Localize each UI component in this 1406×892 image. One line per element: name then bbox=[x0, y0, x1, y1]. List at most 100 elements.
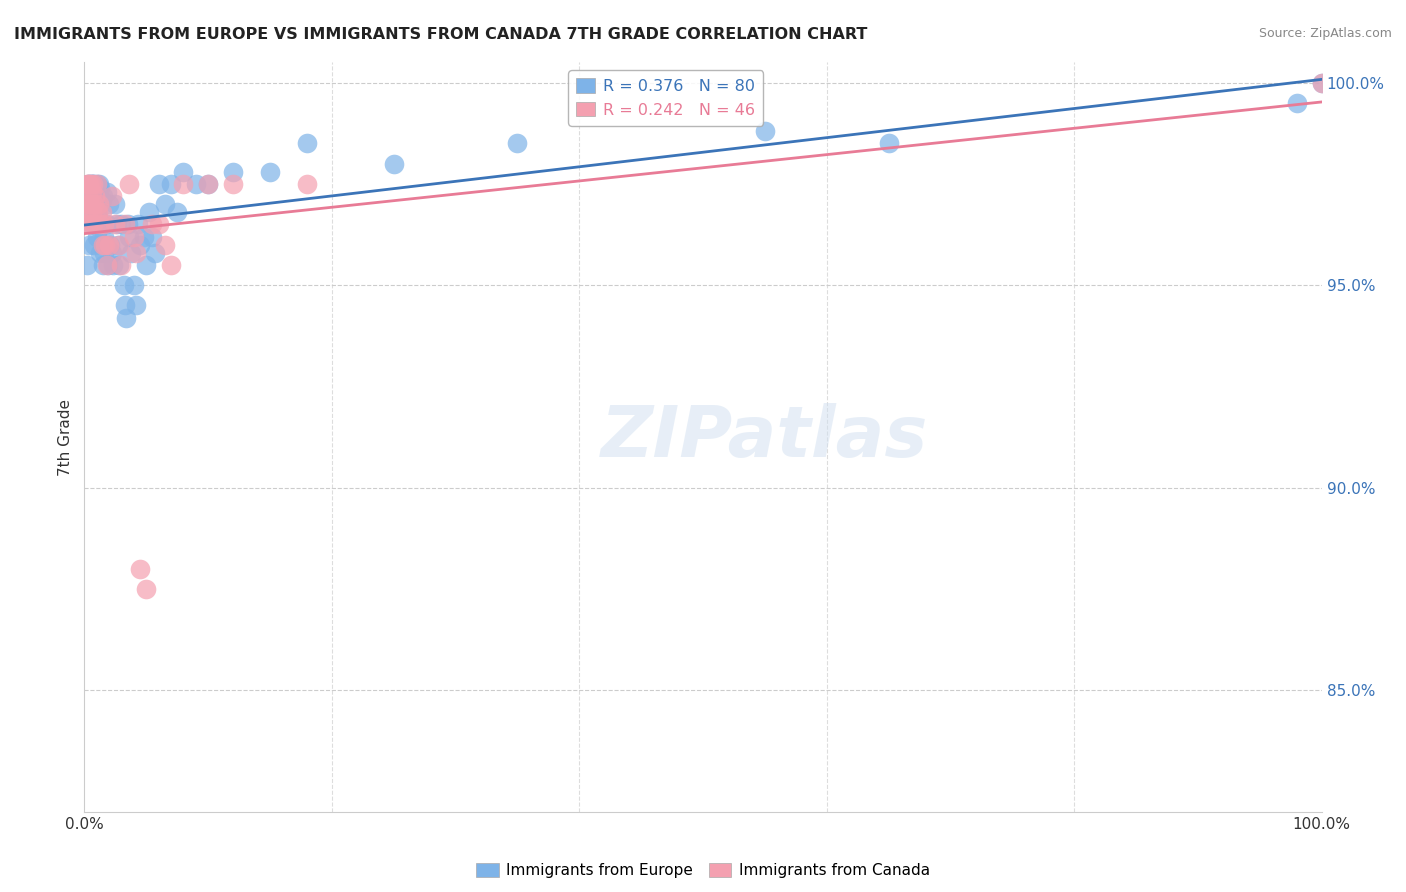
Immigrants from Europe bbox=[83, 177, 105, 191]
Immigrants from Canada bbox=[76, 177, 98, 191]
Immigrants from Europe bbox=[80, 177, 103, 191]
Immigrants from Europe bbox=[79, 177, 101, 191]
Immigrants from Europe bbox=[79, 218, 101, 232]
Immigrants from Canada bbox=[79, 197, 101, 211]
Immigrants from Europe bbox=[79, 197, 101, 211]
Immigrants from Canada bbox=[77, 177, 100, 191]
Immigrants from Europe bbox=[754, 124, 776, 138]
Immigrants from Canada bbox=[79, 197, 101, 211]
Text: IMMIGRANTS FROM EUROPE VS IMMIGRANTS FROM CANADA 7TH GRADE CORRELATION CHART: IMMIGRANTS FROM EUROPE VS IMMIGRANTS FRO… bbox=[14, 27, 868, 42]
Immigrants from Europe bbox=[83, 237, 105, 252]
Immigrants from Canada bbox=[90, 205, 112, 219]
Immigrants from Europe bbox=[76, 258, 98, 272]
Immigrants from Europe bbox=[84, 218, 107, 232]
Immigrants from Canada bbox=[80, 205, 103, 219]
Immigrants from Europe bbox=[87, 181, 110, 195]
Immigrants from Canada bbox=[80, 185, 103, 199]
Immigrants from Canada bbox=[110, 258, 132, 272]
Immigrants from Canada bbox=[87, 205, 110, 219]
Immigrants from Europe bbox=[96, 185, 118, 199]
Immigrants from Europe bbox=[89, 221, 111, 235]
Immigrants from Europe bbox=[82, 177, 104, 191]
Immigrants from Europe bbox=[97, 258, 120, 272]
Immigrants from Europe bbox=[93, 245, 115, 260]
Immigrants from Europe bbox=[98, 197, 121, 211]
Text: ZIPatlas: ZIPatlas bbox=[602, 402, 928, 472]
Immigrants from Europe bbox=[112, 278, 135, 293]
Immigrants from Canada bbox=[77, 189, 100, 203]
Immigrants from Europe bbox=[89, 197, 111, 211]
Immigrants from Canada bbox=[295, 177, 318, 191]
Immigrants from Canada bbox=[114, 218, 136, 232]
Immigrants from Canada bbox=[93, 218, 115, 232]
Immigrants from Europe bbox=[82, 218, 104, 232]
Immigrants from Europe bbox=[135, 258, 157, 272]
Immigrants from Europe bbox=[153, 197, 176, 211]
Immigrants from Canada bbox=[197, 177, 219, 191]
Immigrants from Canada bbox=[222, 177, 245, 191]
Immigrants from Europe bbox=[80, 197, 103, 211]
Immigrants from Europe bbox=[80, 205, 103, 219]
Immigrants from Canada bbox=[141, 218, 163, 232]
Immigrants from Canada bbox=[89, 218, 111, 232]
Immigrants from Europe bbox=[89, 181, 111, 195]
Immigrants from Europe bbox=[105, 218, 128, 232]
Immigrants from Europe bbox=[90, 193, 112, 207]
Immigrants from Europe bbox=[148, 177, 170, 191]
Immigrants from Canada bbox=[118, 177, 141, 191]
Legend: R = 0.376   N = 80, R = 0.242   N = 46: R = 0.376 N = 80, R = 0.242 N = 46 bbox=[568, 70, 763, 126]
Immigrants from Canada bbox=[125, 245, 148, 260]
Immigrants from Canada bbox=[84, 189, 107, 203]
Immigrants from Europe bbox=[98, 237, 121, 252]
Immigrants from Europe bbox=[89, 245, 111, 260]
Immigrants from Europe bbox=[77, 177, 100, 191]
Immigrants from Canada bbox=[104, 218, 127, 232]
Immigrants from Europe bbox=[115, 310, 138, 325]
Immigrants from Canada bbox=[160, 258, 183, 272]
Immigrants from Europe bbox=[110, 218, 132, 232]
Immigrants from Canada bbox=[96, 258, 118, 272]
Immigrants from Canada bbox=[98, 237, 121, 252]
Immigrants from Europe bbox=[138, 205, 160, 219]
Immigrants from Europe bbox=[104, 197, 127, 211]
Immigrants from Canada bbox=[100, 189, 122, 203]
Immigrants from Europe bbox=[166, 205, 188, 219]
Immigrants from Europe bbox=[86, 177, 108, 191]
Immigrants from Europe bbox=[160, 177, 183, 191]
Immigrants from Europe bbox=[141, 229, 163, 244]
Immigrants from Europe bbox=[79, 177, 101, 191]
Immigrants from Europe bbox=[143, 245, 166, 260]
Immigrants from Canada bbox=[79, 177, 101, 191]
Immigrants from Europe bbox=[77, 197, 100, 211]
Immigrants from Europe bbox=[86, 205, 108, 219]
Immigrants from Europe bbox=[127, 218, 149, 232]
Immigrants from Europe bbox=[94, 237, 117, 252]
Immigrants from Europe bbox=[259, 165, 281, 179]
Immigrants from Europe bbox=[117, 218, 139, 232]
Immigrants from Canada bbox=[79, 218, 101, 232]
Immigrants from Canada bbox=[135, 582, 157, 596]
Immigrants from Europe bbox=[96, 218, 118, 232]
Immigrants from Europe bbox=[100, 245, 122, 260]
Immigrants from Canada bbox=[86, 177, 108, 191]
Immigrants from Canada bbox=[153, 237, 176, 252]
Immigrants from Europe bbox=[86, 189, 108, 203]
Immigrants from Europe bbox=[93, 229, 115, 244]
Immigrants from Europe bbox=[84, 181, 107, 195]
Immigrants from Europe bbox=[222, 165, 245, 179]
Immigrants from Europe bbox=[118, 229, 141, 244]
Immigrants from Europe bbox=[295, 136, 318, 151]
Immigrants from Canada bbox=[75, 218, 97, 232]
Immigrants from Europe bbox=[86, 229, 108, 244]
Immigrants from Europe bbox=[120, 245, 142, 260]
Immigrants from Europe bbox=[79, 237, 101, 252]
Immigrants from Europe bbox=[122, 278, 145, 293]
Immigrants from Europe bbox=[107, 237, 129, 252]
Y-axis label: 7th Grade: 7th Grade bbox=[58, 399, 73, 475]
Immigrants from Canada bbox=[79, 177, 101, 191]
Immigrants from Europe bbox=[129, 237, 152, 252]
Immigrants from Canada bbox=[91, 237, 114, 252]
Immigrants from Canada bbox=[82, 218, 104, 232]
Immigrants from Europe bbox=[91, 189, 114, 203]
Immigrants from Europe bbox=[90, 218, 112, 232]
